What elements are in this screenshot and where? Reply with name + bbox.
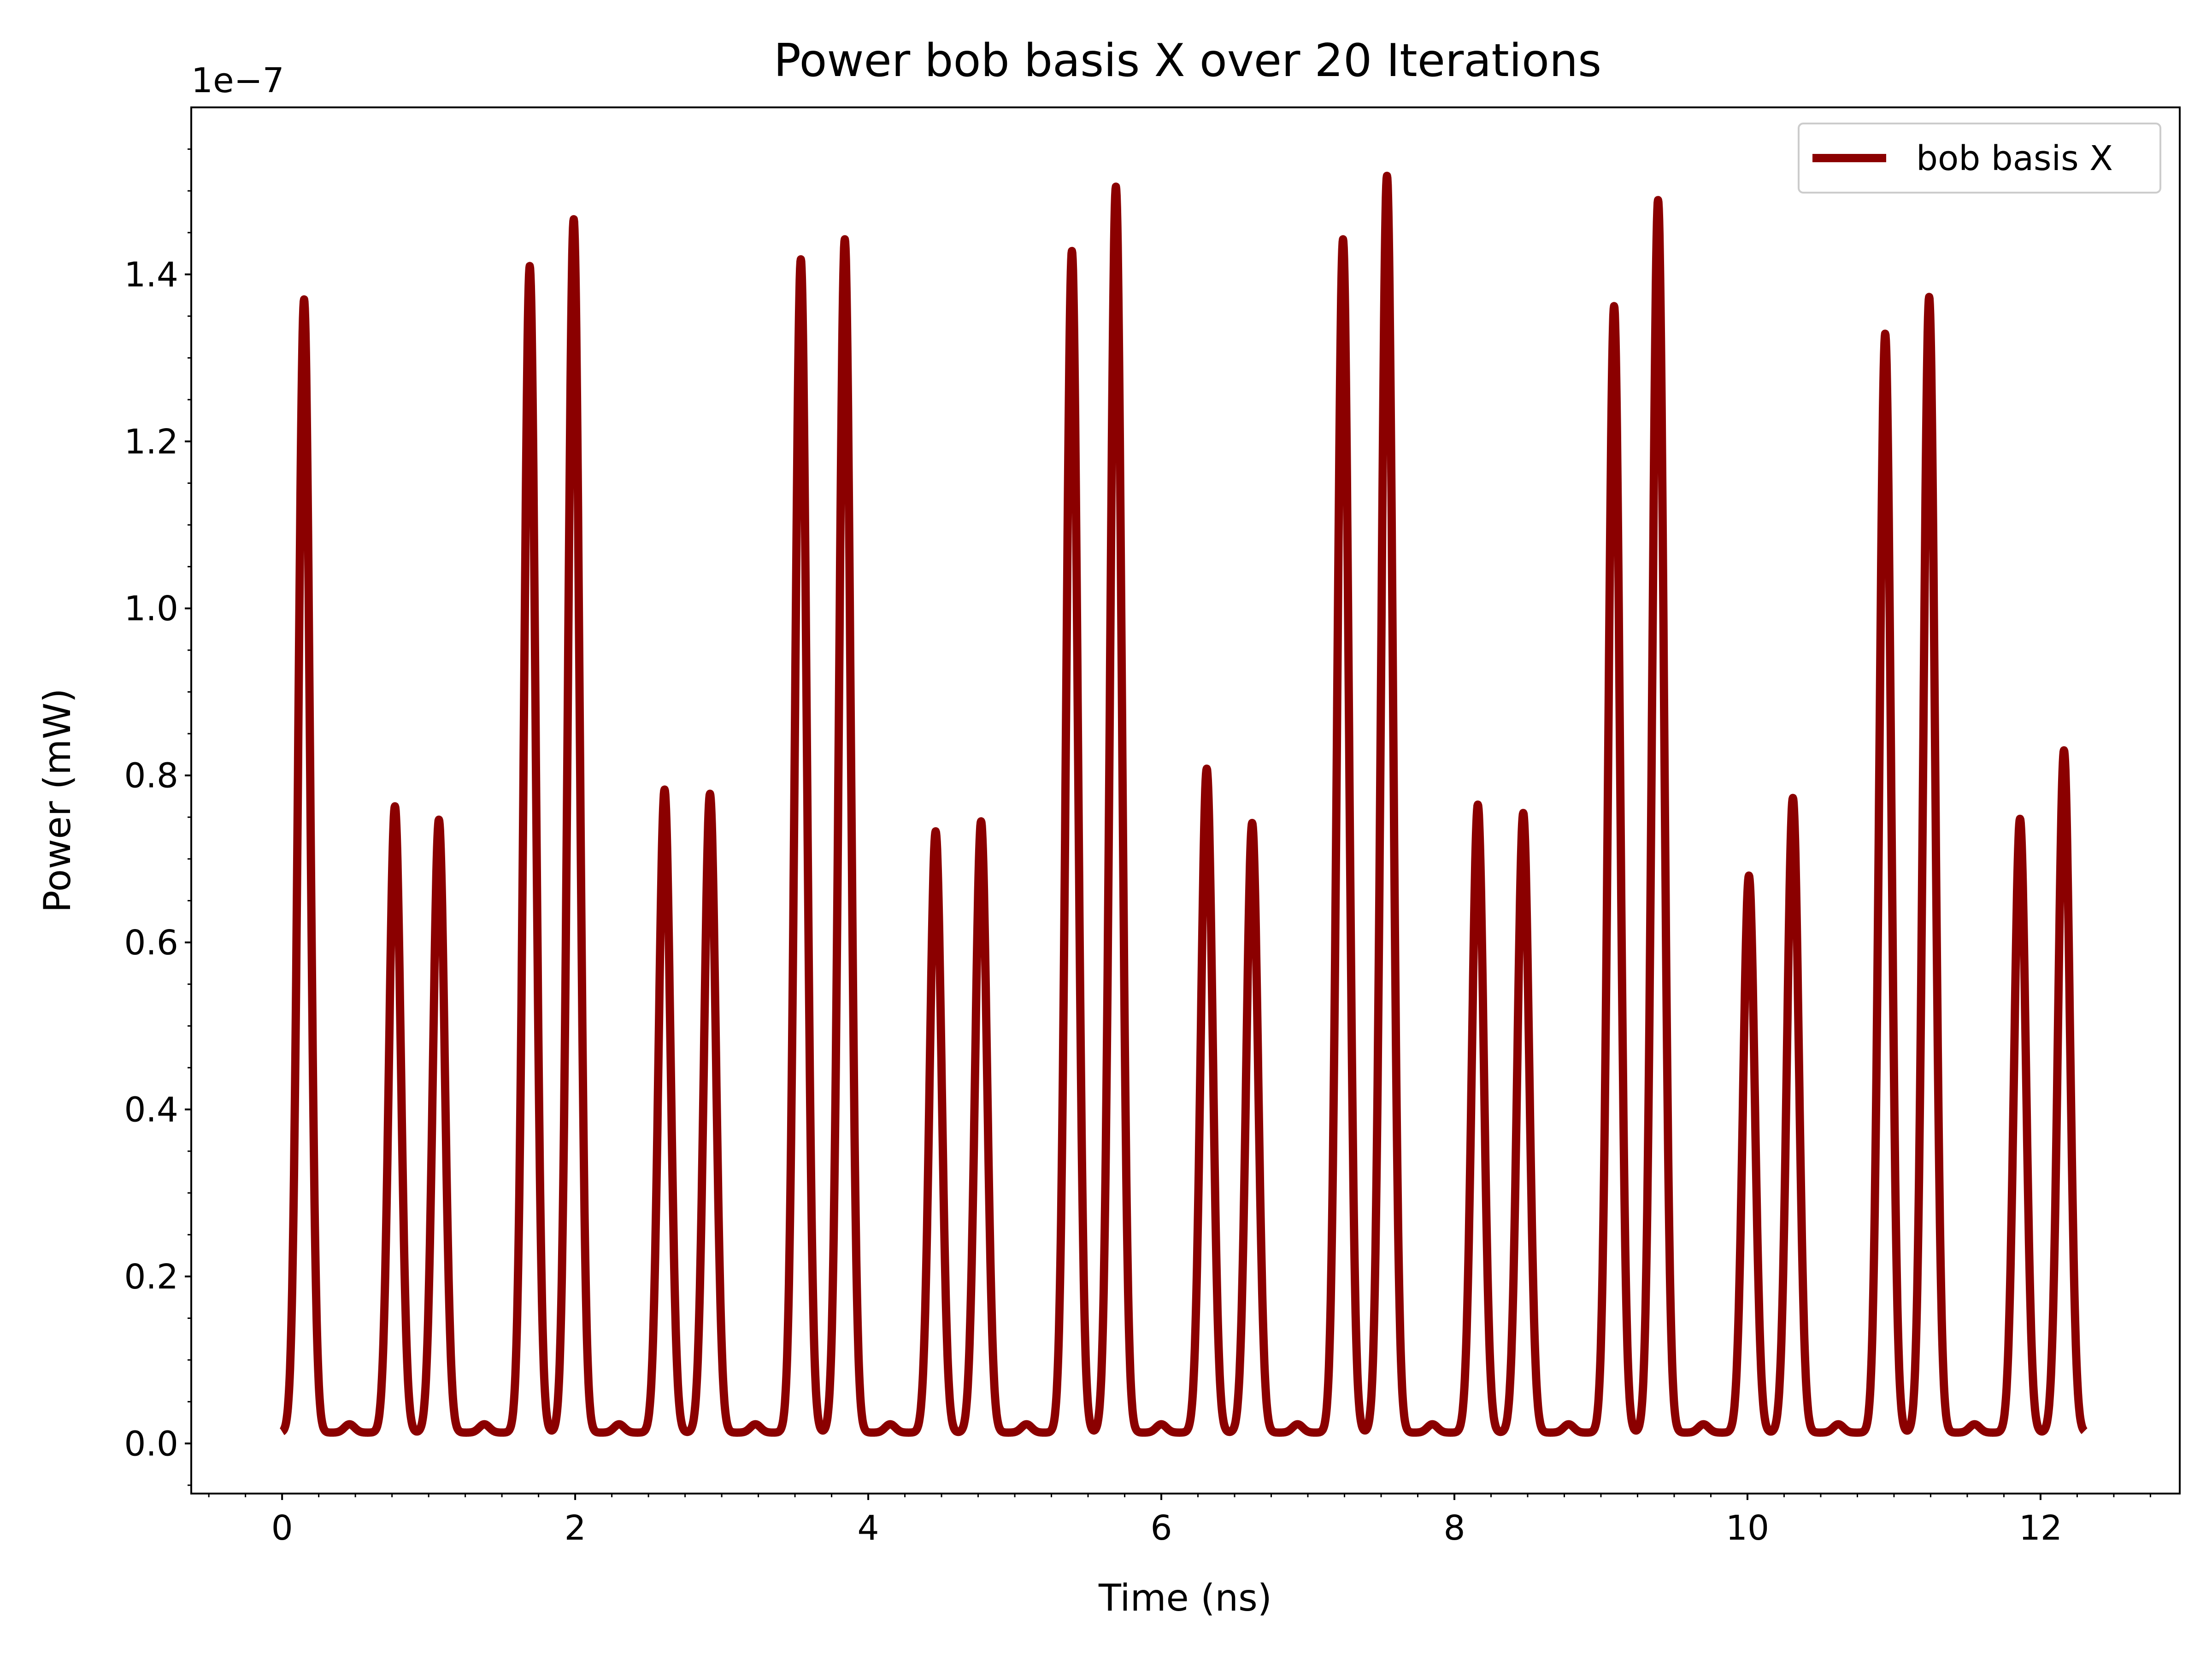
plot-frame [190, 106, 2181, 1494]
x-tick-label: 2 [565, 1508, 586, 1548]
y-axis-ticks: 0.0 0.2 0.4 0.6 0.8 1.0 1.2 1.4 [124, 148, 191, 1486]
y-tick-label: 1.2 [124, 422, 178, 462]
y-tick-label: 0.8 [124, 756, 178, 796]
y-axis-label: Power (mW) [36, 688, 79, 913]
x-tick-label: 0 [271, 1508, 293, 1548]
series-line-0 [278, 171, 2088, 1437]
chart-title: Power bob basis X over 20 Iterations [774, 35, 1601, 87]
y-tick-label: 0.6 [124, 923, 178, 963]
y-tick-label: 0.2 [124, 1257, 178, 1297]
y-tick-label: 1.0 [124, 589, 178, 629]
x-axis-label: Time (ns) [1098, 1577, 1272, 1619]
y-tick-label: 0.0 [124, 1424, 178, 1464]
x-tick-label: 12 [2019, 1508, 2062, 1548]
y-tick-label: 1.4 [124, 255, 178, 294]
legend-frame [1798, 123, 2161, 194]
x-tick-label: 6 [1150, 1508, 1172, 1548]
x-tick-label: 4 [858, 1508, 879, 1548]
legend: bob basis X [1798, 123, 2161, 194]
y-offset-label: 1e−7 [191, 61, 284, 100]
series-layer [278, 171, 2088, 1437]
y-tick-label: 0.4 [124, 1090, 178, 1130]
legend-label-bob-basis-x: bob basis X [1916, 139, 2113, 178]
x-tick-label: 10 [1726, 1508, 1769, 1548]
x-tick-label: 8 [1443, 1508, 1465, 1548]
